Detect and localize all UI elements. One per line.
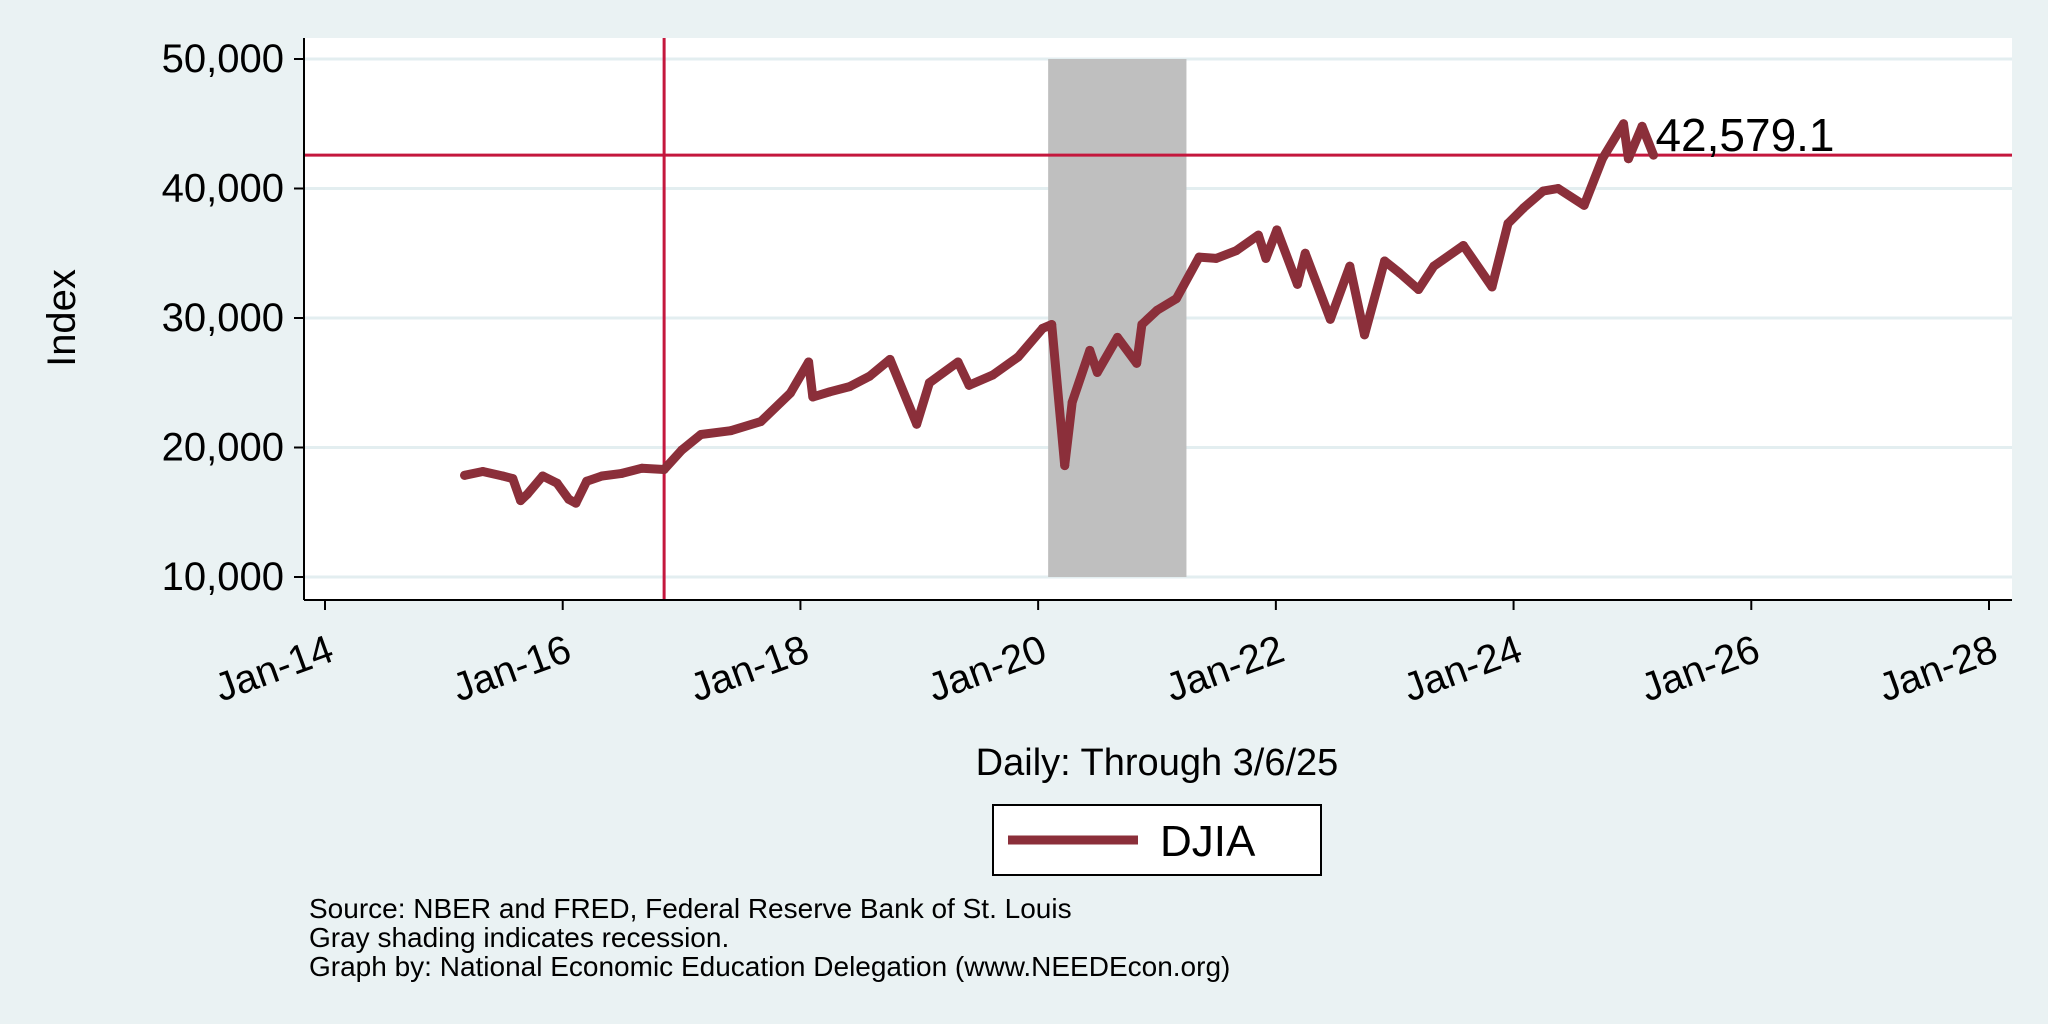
x-axis-label: Daily: Through 3/6/25 xyxy=(976,742,1339,784)
x-tick-label: Jan-18 xyxy=(684,627,814,710)
end-value-label: 42,579.1 xyxy=(1655,109,1834,161)
data-point xyxy=(885,354,895,364)
data-point xyxy=(516,496,526,506)
data-points xyxy=(460,119,1658,508)
data-point xyxy=(1637,121,1647,131)
x-tick-label: Jan-28 xyxy=(1873,627,2003,710)
data-point xyxy=(988,370,998,380)
data-point xyxy=(1292,279,1302,289)
y-axis-ticks: 10,000 20,000 30,000 40,000 50,000 xyxy=(162,37,304,599)
data-point xyxy=(1394,268,1404,278)
data-point xyxy=(564,494,574,504)
legend: DJIA xyxy=(992,804,1322,876)
data-point xyxy=(1380,256,1390,266)
data-point xyxy=(1047,319,1057,329)
data-point xyxy=(1325,314,1335,324)
data-point xyxy=(1194,252,1204,262)
data-point xyxy=(1272,225,1282,235)
data-point xyxy=(522,489,532,499)
data-point xyxy=(1300,248,1310,258)
data-point xyxy=(659,465,669,475)
data-point xyxy=(571,498,581,508)
data-point xyxy=(924,378,934,388)
data-point xyxy=(538,471,548,481)
y-tick-label: 50,000 xyxy=(162,37,284,81)
data-point xyxy=(498,471,508,481)
x-tick-label: Jan-24 xyxy=(1398,627,1528,710)
data-point xyxy=(1253,230,1263,240)
data-point xyxy=(1538,186,1548,196)
x-tick-label: Jan-16 xyxy=(447,627,577,710)
shading-note: Gray shading indicates recession. xyxy=(309,922,730,953)
data-point xyxy=(1171,294,1181,304)
data-point xyxy=(1013,352,1023,362)
x-tick-label: Jan-26 xyxy=(1635,627,1765,710)
y-tick-label: 20,000 xyxy=(162,426,284,470)
data-point xyxy=(582,476,592,486)
data-point xyxy=(637,463,647,473)
data-point xyxy=(478,466,488,476)
x-tick-label: Jan-22 xyxy=(1160,627,1290,710)
data-point xyxy=(1085,345,1095,355)
data-point xyxy=(1553,184,1563,193)
data-point xyxy=(1429,261,1439,271)
data-point xyxy=(460,470,470,480)
data-point xyxy=(1211,253,1221,263)
data-point xyxy=(1623,154,1633,164)
data-point xyxy=(552,478,562,488)
data-point xyxy=(1060,461,1070,471)
data-point xyxy=(617,468,627,478)
data-point xyxy=(1231,246,1241,256)
legend-label: DJIA xyxy=(1160,817,1256,866)
source-note: Source: NBER and FRED, Federal Reserve B… xyxy=(309,893,1072,924)
recession-shading xyxy=(1048,59,1187,577)
data-point xyxy=(508,474,518,484)
data-point xyxy=(1413,285,1423,295)
data-point xyxy=(1038,323,1048,333)
series-line-djia xyxy=(460,119,1658,508)
y-tick-label: 10,000 xyxy=(162,555,284,599)
x-axis-ticks: Jan-14 Jan-16 Jan-18 Jan-20 Jan-22 Jan-24 Jan-… xyxy=(209,600,2003,710)
data-point xyxy=(696,430,706,440)
credit-note: Graph by: National Economic Education De… xyxy=(309,951,1231,982)
data-point xyxy=(964,380,974,390)
x-tick-label: Jan-20 xyxy=(922,627,1052,710)
data-point xyxy=(1458,240,1468,250)
data-point xyxy=(1067,397,1077,407)
data-point xyxy=(1579,200,1589,210)
data-point xyxy=(1519,203,1529,213)
data-point xyxy=(953,357,963,367)
data-point xyxy=(1137,319,1147,329)
data-point xyxy=(1261,253,1271,263)
data-point xyxy=(1359,330,1369,340)
data-point xyxy=(726,426,736,436)
data-point xyxy=(845,382,855,392)
data-point xyxy=(825,387,835,397)
x-tick-label: Jan-14 xyxy=(209,627,339,710)
data-point xyxy=(677,445,687,455)
data-point xyxy=(1152,305,1162,315)
data-point xyxy=(864,371,874,381)
data-point xyxy=(1503,218,1513,228)
data-point xyxy=(912,419,922,429)
data-point xyxy=(785,388,795,398)
data-point xyxy=(1345,261,1355,271)
y-tick-label: 40,000 xyxy=(162,167,284,211)
data-point xyxy=(597,471,607,481)
data-point xyxy=(804,357,814,367)
data-point xyxy=(756,417,766,427)
data-point xyxy=(1487,282,1497,292)
data-point xyxy=(1112,332,1122,342)
data-point xyxy=(1132,358,1142,368)
data-point xyxy=(1648,150,1658,160)
y-tick-label: 30,000 xyxy=(162,296,284,340)
data-point xyxy=(1597,154,1607,164)
data-point xyxy=(1092,367,1102,377)
data-point xyxy=(808,392,818,402)
y-axis-label: Index xyxy=(40,269,84,367)
data-point xyxy=(1619,119,1629,129)
